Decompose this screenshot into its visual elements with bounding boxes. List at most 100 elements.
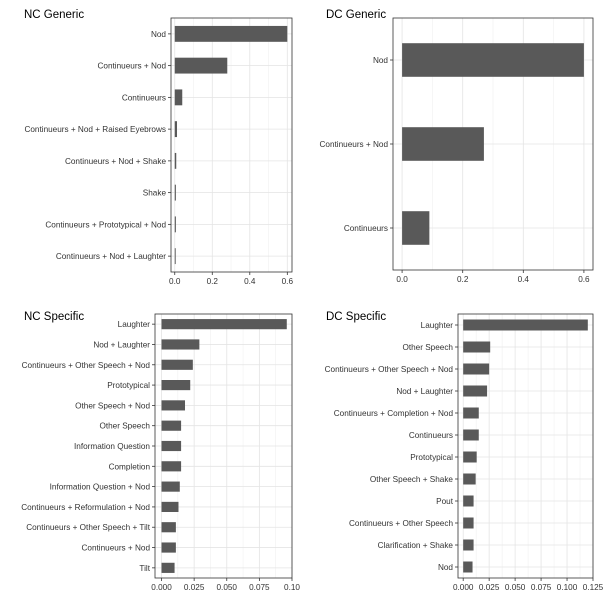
y-tick-label: Other Speech — [99, 422, 150, 431]
y-tick-label: Continueurs — [409, 431, 453, 440]
panel-nc-generic: NC Generic Nod Continueurs + Nod Continueu… — [24, 9, 293, 286]
panel-background — [458, 314, 593, 578]
bar — [161, 380, 191, 391]
bar — [463, 495, 474, 507]
bar — [463, 341, 491, 353]
x-tick-label: 0.2 — [207, 277, 219, 286]
y-tick-label: Continueurs + Nod — [82, 544, 151, 553]
x-tick-label: 0.0 — [169, 277, 181, 286]
bar — [161, 319, 287, 330]
x-tick-label: 0.4 — [518, 275, 530, 284]
y-tick-label: Laughter — [118, 320, 151, 329]
y-tick-label: Continueurs + Nod — [320, 140, 389, 149]
panel-background — [171, 18, 292, 272]
y-tick-label: Information Question + Nod — [50, 483, 151, 492]
x-tick-label: 0.075 — [249, 583, 270, 592]
y-tick-label: Laughter — [421, 321, 454, 330]
y-tick-label: Nod — [373, 56, 388, 65]
y-tick-label: Information Question — [74, 442, 150, 451]
x-tick-label: 0.000 — [453, 583, 474, 592]
bar — [174, 248, 176, 265]
panel-border — [170, 17, 293, 273]
y-tick-label: Other Speech + Shake — [370, 475, 454, 484]
y-tick-label: Tilt — [139, 564, 150, 573]
x-tick-label: 0.025 — [479, 583, 500, 592]
bar — [463, 407, 479, 419]
y-tick-label: Continueurs + Nod + Shake — [65, 157, 166, 166]
x-tick-label: 0.2 — [457, 275, 469, 284]
bar — [463, 429, 479, 441]
bar — [463, 539, 474, 551]
bar — [161, 481, 180, 492]
bar — [463, 517, 474, 529]
y-tick-label: Continueurs + Nod + Raised Eyebrows — [24, 125, 166, 134]
panel-border — [457, 313, 594, 579]
bar — [463, 385, 488, 397]
bar — [174, 57, 228, 74]
y-tick-label: Continueurs + Completion + Nod — [334, 409, 454, 418]
x-tick-label: 0.050 — [505, 583, 526, 592]
bar — [161, 400, 186, 411]
y-tick-label: Prototypical — [410, 453, 453, 462]
bar — [174, 121, 178, 138]
bar — [161, 562, 175, 573]
bar — [174, 25, 288, 42]
x-tick-label: 0.6 — [578, 275, 590, 284]
y-tick-label: Nod + Laughter — [396, 387, 453, 396]
y-tick-label: Continueurs + Prototypical + Nod — [45, 220, 166, 229]
y-tick-label: Continueurs + Other Speech + Nod — [325, 365, 454, 374]
bar — [161, 522, 176, 533]
bar — [402, 127, 484, 161]
x-tick-label: 0.10 — [284, 583, 300, 592]
bar — [161, 542, 176, 553]
y-tick-label: Nod + Laughter — [93, 340, 150, 349]
y-tick-label: Other Speech — [402, 343, 453, 352]
bar — [174, 184, 176, 201]
x-tick-label: 0.4 — [244, 277, 256, 286]
y-tick-label: Continueurs + Other Speech — [349, 519, 453, 528]
y-tick-label: Shake — [143, 189, 167, 198]
y-tick-label: Prototypical — [107, 381, 150, 390]
y-tick-label: Continueurs + Other Speech + Nod — [22, 361, 151, 370]
bar — [161, 359, 193, 370]
y-tick-label: Nod — [151, 30, 166, 39]
panel-nc-specific: NC Specific Laughter Nod + Laughter Contin… — [21, 311, 300, 592]
bar — [402, 211, 430, 245]
y-tick-label: Continueurs + Nod — [98, 62, 167, 71]
panel-title: NC Specific — [24, 311, 84, 323]
x-tick-label: 0.075 — [531, 583, 552, 592]
bar — [161, 339, 200, 350]
y-tick-label: Continueurs + Nod + Laughter — [56, 252, 166, 261]
x-tick-label: 0.025 — [184, 583, 205, 592]
y-tick-label: Nod — [438, 563, 453, 572]
x-tick-label: 0.000 — [151, 583, 172, 592]
y-tick-label: Pout — [436, 497, 454, 506]
bar — [402, 43, 584, 77]
panel-dc-generic: DC Generic Nod Continueurs + Nod Continueu… — [320, 9, 594, 284]
bar — [161, 420, 182, 431]
y-tick-label: Completion — [109, 462, 151, 471]
x-tick-label: 0.6 — [282, 277, 294, 286]
panel-dc-specific: DC Specific Laughter Other Speech Continue… — [325, 311, 604, 592]
bar — [174, 89, 183, 106]
panel-title: NC Generic — [24, 9, 84, 21]
bar — [463, 451, 477, 463]
y-tick-label: Clarification + Shake — [378, 541, 454, 550]
bar — [174, 152, 177, 169]
y-tick-label: Other Speech + Nod — [75, 401, 150, 410]
y-tick-label: Continueurs + Reformulation + Nod — [21, 503, 150, 512]
y-tick-label: Continueurs + Other Speech + Tilt — [26, 523, 151, 532]
bar — [463, 319, 588, 331]
bar — [463, 473, 476, 485]
x-tick-label: 0.0 — [396, 275, 408, 284]
bar — [161, 461, 182, 472]
bar — [463, 561, 473, 573]
x-tick-label: 0.100 — [557, 583, 578, 592]
panel-title: DC Specific — [326, 311, 386, 323]
x-tick-label: 0.050 — [217, 583, 238, 592]
y-tick-label: Continueurs — [122, 93, 166, 102]
bar — [161, 440, 182, 452]
bar — [161, 501, 179, 512]
x-tick-label: 0.125 — [583, 583, 604, 592]
